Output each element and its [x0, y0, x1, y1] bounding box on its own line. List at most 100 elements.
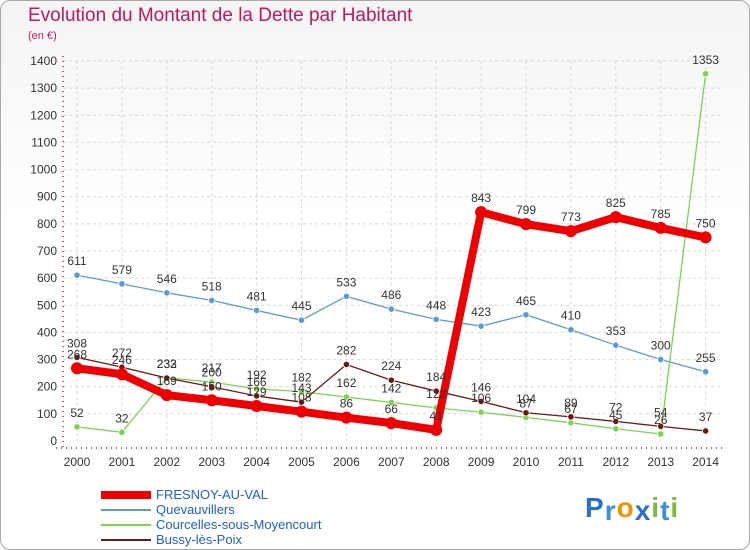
data-point [657, 430, 665, 438]
data-label: 843 [471, 191, 491, 205]
legend-label: FRESNOY-AU-VAL [156, 487, 268, 502]
y-tick-label: 900 [37, 190, 57, 204]
data-label: 232 [157, 357, 177, 371]
data-label: 255 [696, 351, 716, 365]
data-label: 246 [112, 353, 132, 367]
data-point [657, 422, 665, 430]
data-label: 272 [112, 346, 132, 360]
data-label: 217 [202, 361, 222, 375]
data-point [297, 316, 306, 324]
x-tick-label: 2002 [153, 455, 180, 469]
data-label: 182 [291, 371, 311, 385]
data-label: 54 [654, 405, 668, 419]
x-tick-label: 2012 [602, 455, 629, 469]
data-label: 142 [381, 381, 401, 395]
logo-letter: t [660, 495, 671, 526]
data-point [567, 326, 575, 334]
data-label: 773 [561, 210, 581, 224]
data-point [73, 423, 81, 431]
data-point [609, 211, 622, 224]
data-point [432, 387, 440, 395]
x-tick-label: 2009 [468, 455, 495, 469]
data-point [701, 70, 710, 78]
y-tick-label: 600 [37, 271, 57, 285]
data-label: 579 [112, 263, 132, 277]
x-tick-label: 2000 [64, 455, 91, 469]
logo-letter: o [616, 492, 635, 523]
legend-swatch [101, 538, 151, 541]
data-label: 445 [291, 299, 311, 313]
data-label: 268 [67, 347, 87, 361]
logo-letter: i [651, 492, 661, 523]
data-label: 799 [516, 203, 536, 217]
data-point [342, 393, 350, 401]
legend-swatch [101, 508, 151, 511]
data-point [73, 271, 81, 279]
data-point [342, 292, 350, 300]
data-point [567, 419, 575, 427]
data-label: 169 [157, 374, 177, 388]
data-point [118, 280, 126, 288]
data-label: 45 [609, 408, 623, 422]
data-label: 533 [336, 275, 356, 289]
data-point [564, 225, 577, 238]
data-point [387, 398, 395, 407]
data-point [163, 374, 171, 382]
data-point [387, 376, 395, 384]
data-label: 192 [247, 368, 267, 382]
y-tick-label: 1300 [30, 81, 57, 95]
data-point [118, 428, 126, 436]
y-tick-label: 100 [37, 407, 57, 421]
x-tick-label: 2003 [198, 455, 225, 469]
chart-unit-label: (en €) [28, 30, 57, 42]
data-label: 106 [471, 391, 491, 405]
data-label: 32 [115, 411, 129, 425]
data-label: 86 [340, 397, 354, 411]
data-point [387, 305, 395, 313]
data-point [205, 394, 218, 407]
data-point [160, 389, 173, 402]
x-tick-label: 2007 [378, 455, 405, 469]
legend-swatch [101, 523, 151, 526]
data-point [699, 231, 712, 244]
data-point [208, 383, 216, 391]
data-label: 481 [247, 289, 267, 303]
y-tick-label: 700 [37, 244, 57, 258]
legend-label: Courcelles-sous-Moyencourt [156, 517, 322, 532]
data-label: 224 [381, 359, 401, 373]
data-label: 108 [291, 391, 311, 405]
data-label: 166 [247, 375, 267, 389]
x-tick-label: 2014 [692, 455, 719, 469]
logo-letter: x [634, 495, 652, 526]
y-tick-label: 200 [37, 380, 57, 394]
legend-label: Quevauvillers [156, 502, 235, 517]
data-label: 486 [381, 288, 401, 302]
data-label: 465 [516, 294, 536, 308]
data-point [477, 408, 485, 416]
data-label: 423 [471, 305, 491, 319]
y-tick-label: 500 [37, 298, 57, 312]
data-point [385, 417, 398, 430]
data-label: 300 [651, 339, 671, 353]
data-point [522, 409, 530, 417]
data-point [701, 368, 710, 376]
data-label: 66 [385, 402, 399, 416]
data-label: 89 [564, 396, 578, 410]
data-label: 410 [561, 309, 581, 323]
data-point [475, 206, 488, 219]
data-label: 448 [426, 298, 446, 312]
data-label: 1353 [692, 53, 719, 67]
data-point [73, 353, 81, 361]
y-tick-label: 1400 [30, 54, 57, 68]
data-point [71, 362, 83, 375]
data-point [340, 411, 353, 424]
data-label: 308 [67, 336, 87, 350]
x-tick-label: 2008 [423, 455, 450, 469]
data-point [430, 423, 443, 436]
data-label: 184 [426, 370, 446, 384]
data-label: 611 [67, 254, 86, 268]
data-label: 104 [516, 392, 536, 406]
x-tick-label: 2010 [513, 455, 540, 469]
data-label: 67 [564, 402, 578, 416]
